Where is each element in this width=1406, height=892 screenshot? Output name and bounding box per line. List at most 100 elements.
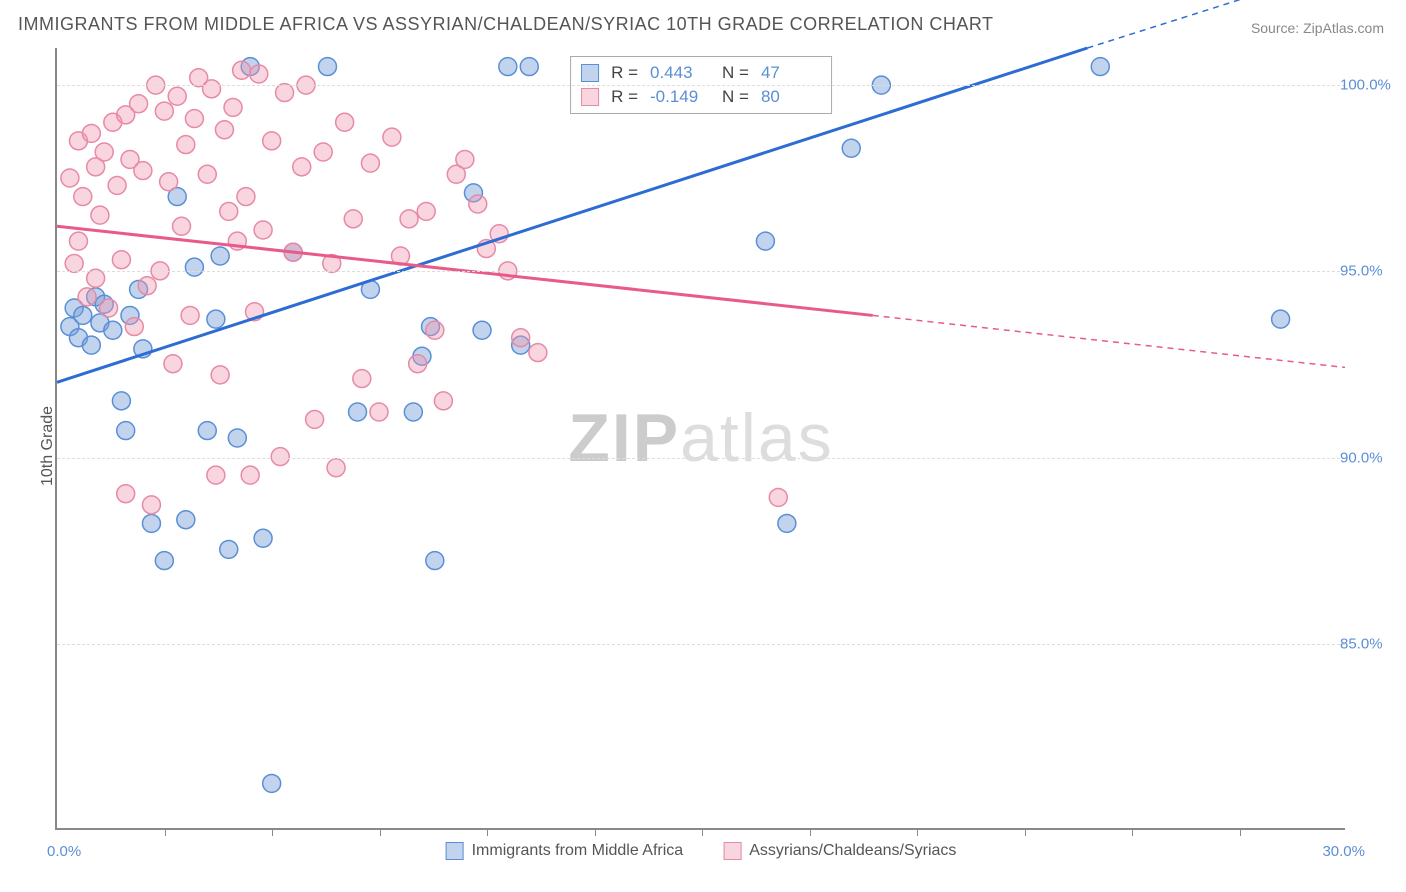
scatter-point bbox=[198, 422, 216, 440]
scatter-point bbox=[250, 65, 268, 83]
scatter-point bbox=[271, 448, 289, 466]
scatter-point bbox=[117, 485, 135, 503]
legend-item-1: Immigrants from Middle Africa bbox=[446, 842, 684, 860]
scatter-point bbox=[173, 217, 191, 235]
x-tick-mark bbox=[1025, 828, 1026, 836]
scatter-point bbox=[349, 403, 367, 421]
stats-swatch-1 bbox=[581, 64, 599, 82]
scatter-point bbox=[155, 552, 173, 570]
scatter-point bbox=[108, 176, 126, 194]
x-tick-mark bbox=[702, 828, 703, 836]
scatter-point bbox=[207, 310, 225, 328]
scatter-point bbox=[168, 87, 186, 105]
stats-r-1: 0.443 bbox=[650, 63, 710, 83]
scatter-point bbox=[160, 173, 178, 191]
scatter-point bbox=[142, 496, 160, 514]
scatter-point bbox=[383, 128, 401, 146]
stats-n-label-2: N = bbox=[722, 87, 749, 107]
scatter-point bbox=[95, 143, 113, 161]
x-tick-mark bbox=[917, 828, 918, 836]
scatter-point bbox=[65, 254, 83, 272]
scatter-point bbox=[117, 422, 135, 440]
chart-title: IMMIGRANTS FROM MIDDLE AFRICA VS ASSYRIA… bbox=[18, 14, 994, 35]
scatter-point bbox=[293, 158, 311, 176]
x-axis-max-label: 30.0% bbox=[1322, 843, 1365, 860]
scatter-point bbox=[198, 165, 216, 183]
legend-label-1: Immigrants from Middle Africa bbox=[472, 842, 684, 860]
scatter-point bbox=[361, 154, 379, 172]
scatter-point bbox=[185, 110, 203, 128]
scatter-point bbox=[185, 258, 203, 276]
scatter-point bbox=[520, 58, 538, 76]
gridline-h bbox=[57, 271, 1345, 272]
plot-area: ZIPatlas R = 0.443 N = 47 R = -0.149 N =… bbox=[55, 48, 1345, 830]
scatter-point bbox=[61, 169, 79, 187]
stats-row-series2: R = -0.149 N = 80 bbox=[581, 85, 821, 109]
legend-swatch-1 bbox=[446, 842, 464, 860]
scatter-point bbox=[233, 61, 251, 79]
scatter-point bbox=[112, 392, 130, 410]
scatter-point bbox=[203, 80, 221, 98]
gridline-h bbox=[57, 644, 1345, 645]
scatter-point bbox=[74, 188, 92, 206]
scatter-point bbox=[82, 124, 100, 142]
scatter-point bbox=[1272, 310, 1290, 328]
y-tick-label: 100.0% bbox=[1340, 77, 1395, 94]
x-tick-mark bbox=[272, 828, 273, 836]
x-tick-mark bbox=[380, 828, 381, 836]
scatter-point bbox=[778, 514, 796, 532]
scatter-point bbox=[220, 540, 238, 558]
scatter-point bbox=[456, 150, 474, 168]
x-axis-min-label: 0.0% bbox=[47, 843, 81, 860]
scatter-point bbox=[228, 429, 246, 447]
stats-n-1: 47 bbox=[761, 63, 821, 83]
legend-swatch-2 bbox=[723, 842, 741, 860]
scatter-point bbox=[91, 206, 109, 224]
scatter-point bbox=[306, 410, 324, 428]
scatter-point bbox=[224, 98, 242, 116]
scatter-point bbox=[104, 321, 122, 339]
scatter-point bbox=[842, 139, 860, 157]
scatter-point bbox=[1091, 58, 1109, 76]
scatter-point bbox=[499, 58, 517, 76]
scatter-point bbox=[207, 466, 225, 484]
source-attribution: Source: ZipAtlas.com bbox=[1251, 20, 1384, 36]
scatter-point bbox=[82, 336, 100, 354]
stats-r-2: -0.149 bbox=[650, 87, 710, 107]
stats-n-2: 80 bbox=[761, 87, 821, 107]
scatter-point bbox=[426, 321, 444, 339]
scatter-point bbox=[529, 344, 547, 362]
legend-label-2: Assyrians/Chaldeans/Syriacs bbox=[749, 842, 956, 860]
gridline-h bbox=[57, 458, 1345, 459]
x-axis-legend: Immigrants from Middle Africa Assyrians/… bbox=[446, 842, 957, 860]
scatter-point bbox=[100, 299, 118, 317]
scatter-point bbox=[254, 529, 272, 547]
scatter-point bbox=[769, 488, 787, 506]
scatter-point bbox=[142, 514, 160, 532]
scatter-point bbox=[74, 306, 92, 324]
scatter-point bbox=[211, 247, 229, 265]
scatter-point bbox=[78, 288, 96, 306]
scatter-point bbox=[404, 403, 422, 421]
scatter-point bbox=[237, 188, 255, 206]
scatter-point bbox=[327, 459, 345, 477]
x-tick-mark bbox=[165, 828, 166, 836]
y-tick-label: 85.0% bbox=[1340, 635, 1395, 652]
scatter-point bbox=[164, 355, 182, 373]
stats-swatch-2 bbox=[581, 88, 599, 106]
scatter-point bbox=[211, 366, 229, 384]
scatter-point bbox=[336, 113, 354, 131]
scatter-point bbox=[138, 277, 156, 295]
y-tick-label: 95.0% bbox=[1340, 263, 1395, 280]
scatter-point bbox=[254, 221, 272, 239]
legend-item-2: Assyrians/Chaldeans/Syriacs bbox=[723, 842, 956, 860]
scatter-point bbox=[220, 202, 238, 220]
x-tick-mark bbox=[595, 828, 596, 836]
stats-row-series1: R = 0.443 N = 47 bbox=[581, 61, 821, 85]
scatter-point bbox=[409, 355, 427, 373]
x-tick-mark bbox=[1240, 828, 1241, 836]
stats-n-label: N = bbox=[722, 63, 749, 83]
scatter-point bbox=[318, 58, 336, 76]
scatter-point bbox=[473, 321, 491, 339]
scatter-point bbox=[263, 774, 281, 792]
